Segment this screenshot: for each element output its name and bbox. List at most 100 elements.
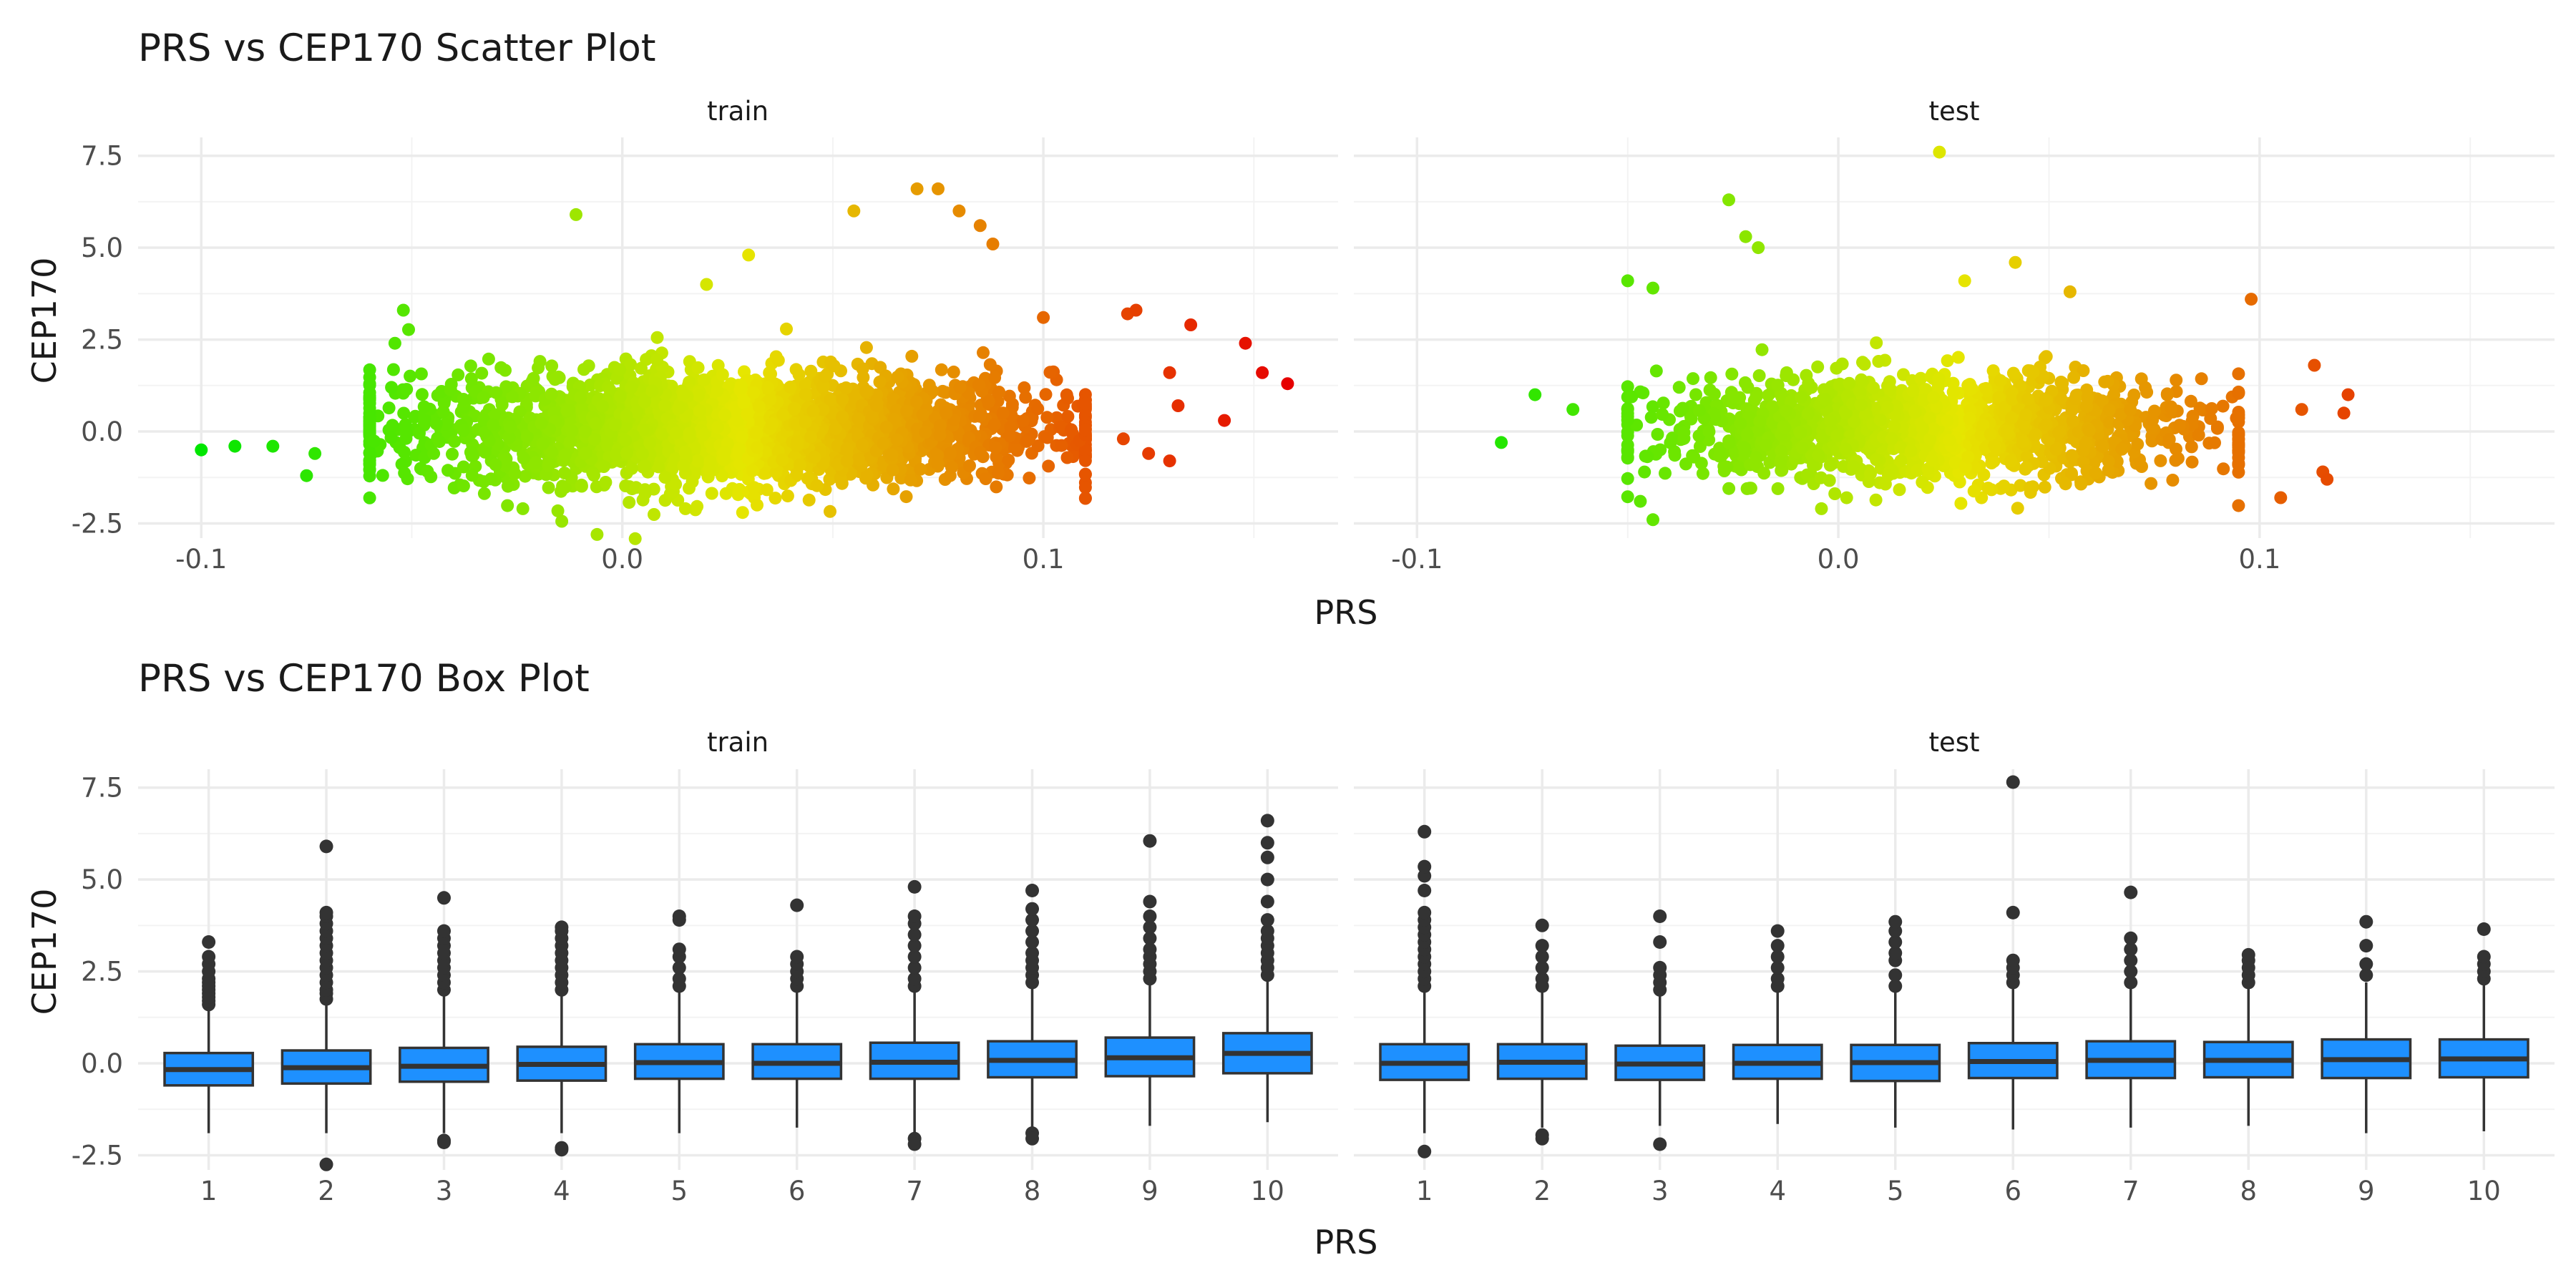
- box-outlier: [1888, 968, 1903, 982]
- scatter-point-train: [448, 434, 462, 448]
- scatter-point-train: [635, 361, 648, 375]
- scatter-point-train: [518, 469, 532, 483]
- scatter-point-train: [558, 467, 571, 480]
- scatter-point-test: [1988, 439, 2001, 452]
- box-outlier: [2124, 931, 2138, 945]
- scatter-point-train: [787, 402, 801, 416]
- scatter-point-train: [620, 447, 633, 460]
- scatter-point-train: [1055, 439, 1068, 452]
- box-outlier: [1418, 884, 1432, 897]
- scatter-point-train: [578, 425, 592, 438]
- box-outlier: [1143, 942, 1157, 957]
- scatter-point-test: [2006, 393, 2019, 406]
- scatter-point-train: [873, 375, 887, 389]
- scatter-point-train: [548, 373, 562, 386]
- box-outlier: [907, 972, 922, 986]
- box-y-tick-label: 2.5: [81, 957, 123, 987]
- scatter-point-test: [1734, 416, 1747, 430]
- scatter-point-test: [2038, 480, 2051, 494]
- scatter-point-train: [849, 389, 862, 402]
- scatter-point-train: [760, 483, 774, 497]
- box-x-axis-label: PRS: [1314, 1223, 1378, 1262]
- scatter-point-train: [792, 368, 806, 381]
- scatter-point-train: [742, 248, 756, 262]
- box-outlier: [2477, 922, 2491, 936]
- scatter-point-test: [1885, 432, 1898, 445]
- scatter-point-test: [2080, 400, 2093, 414]
- box-outlier: [1770, 950, 1785, 964]
- scatter-point-test: [1707, 387, 1721, 401]
- scatter-point-test: [1621, 274, 1634, 288]
- scatter-point-train: [705, 487, 718, 500]
- scatter-point-test: [2009, 255, 2022, 269]
- scatter-point-train: [636, 447, 649, 461]
- scatter-point-test: [1702, 425, 1716, 439]
- scatter-point-test: [1967, 484, 1981, 498]
- scatter-point-train: [940, 406, 953, 420]
- box-outlier: [2124, 885, 2138, 899]
- scatter-point-test: [2232, 429, 2245, 442]
- scatter-point-train: [478, 426, 492, 439]
- scatter-point-test: [2205, 402, 2218, 415]
- scatter-point-test: [1732, 461, 1746, 474]
- scatter-point-train: [1078, 481, 1092, 494]
- scatter-point-train: [988, 371, 1002, 384]
- scatter-point-test: [2077, 364, 2090, 377]
- scatter-point-train: [818, 370, 831, 384]
- box-test-9: [2321, 914, 2412, 1133]
- scatter-point-test: [2039, 418, 2053, 431]
- scatter-point-train: [465, 469, 479, 482]
- scatter-point-train: [677, 387, 691, 400]
- scatter-point-test: [2139, 381, 2152, 394]
- scatter-point-test: [1923, 432, 1937, 446]
- scatter-point-train: [1171, 399, 1185, 412]
- box-outlier: [2124, 953, 2138, 967]
- box-outlier: [202, 950, 216, 964]
- scatter-point-train: [658, 471, 672, 484]
- scatter-point-train: [457, 393, 470, 406]
- box-outlier: [672, 972, 686, 986]
- scatter-point-test: [1753, 415, 1767, 428]
- box-outlier: [1025, 902, 1040, 916]
- scatter-point-train: [691, 454, 704, 467]
- box-x-tick-label: 7: [906, 1176, 923, 1206]
- box-outlier: [2006, 775, 2020, 789]
- scatter-point-train: [413, 426, 426, 440]
- scatter-point-train: [741, 407, 754, 421]
- scatter-x-tick-label: 0.0: [1818, 544, 1860, 575]
- scatter-point-test: [1704, 371, 1717, 384]
- scatter-point-test: [2066, 414, 2079, 428]
- scatter-point-train: [1218, 414, 1231, 427]
- scatter-point-test: [1818, 392, 1832, 406]
- scatter-point-test: [1762, 389, 1775, 402]
- scatter-point-train: [444, 383, 457, 396]
- scatter-point-test: [1994, 374, 2007, 387]
- scatter-point-test: [2232, 499, 2245, 512]
- scatter-point-train: [625, 462, 638, 475]
- box-x-tick-label: 1: [200, 1176, 218, 1206]
- scatter-point-test: [1757, 467, 1771, 480]
- scatter-point-test: [2004, 454, 2018, 467]
- scatter-point-train: [804, 430, 817, 444]
- scatter-point-train: [1078, 454, 1092, 467]
- scatter-point-test: [1495, 436, 1508, 449]
- scatter-point-train: [650, 353, 663, 366]
- scatter-point-train: [1031, 402, 1045, 416]
- scatter-point-train: [516, 502, 530, 515]
- scatter-point-train: [597, 460, 610, 473]
- scatter-point-train: [836, 410, 849, 424]
- scatter-facet-train-label: train: [707, 96, 769, 127]
- scatter-point-train: [619, 434, 633, 447]
- scatter-point-test: [1843, 376, 1856, 390]
- scatter-point-train: [731, 414, 744, 428]
- scatter-point-train: [437, 396, 451, 410]
- scatter-point-train: [974, 446, 987, 459]
- scatter-point-test: [1766, 400, 1780, 414]
- scatter-point-test: [2124, 403, 2137, 416]
- scatter-point-test: [2096, 440, 2109, 454]
- scatter-point-train: [752, 400, 766, 414]
- scatter-point-test: [1771, 379, 1785, 392]
- scatter-point-test: [2164, 401, 2177, 414]
- scatter-point-test: [2089, 466, 2102, 479]
